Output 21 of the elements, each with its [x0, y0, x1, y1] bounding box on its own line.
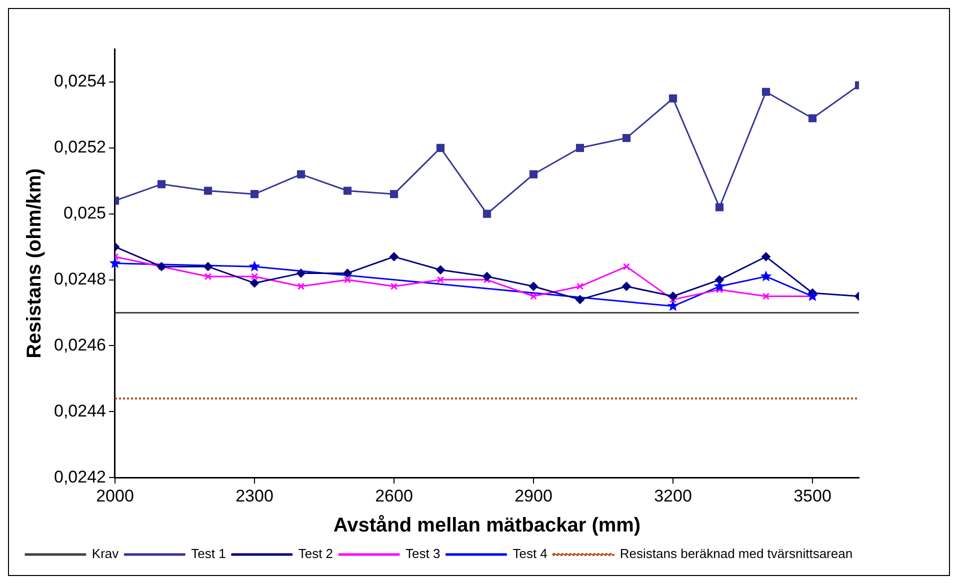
legend-label: Test 2	[298, 546, 334, 562]
y-tick-label: 0,0252	[54, 138, 106, 157]
x-tick-label: 3200	[654, 486, 692, 506]
legend-label: Resistans beräknad med tvärsnittsarean	[620, 546, 853, 562]
legend-label: Test 4	[512, 546, 548, 562]
x-axis-title: Avstånd mellan mätbackar (mm)	[333, 514, 641, 537]
y-axis-title: Resistans (ohm/km)	[24, 168, 46, 358]
legend-label: Test 3	[406, 546, 440, 562]
y-tick-label: 0,0248	[54, 269, 106, 288]
x-tick-label: 2900	[514, 486, 552, 506]
x-tick-label: 2300	[236, 486, 274, 506]
y-tick-label: 0,0244	[54, 401, 106, 420]
y-tick-label: 0,025	[63, 204, 106, 223]
x-tick-label: 3500	[794, 486, 832, 506]
x-tick-label: 2600	[375, 486, 413, 506]
y-tick-label: 0,0246	[54, 335, 106, 354]
legend-label: Krav	[92, 546, 120, 562]
y-tick-label: 0,0242	[54, 467, 106, 486]
legend-label: Test 1	[191, 546, 226, 562]
x-tick-label: 2000	[96, 486, 134, 506]
y-tick-label: 0,0254	[54, 72, 106, 91]
